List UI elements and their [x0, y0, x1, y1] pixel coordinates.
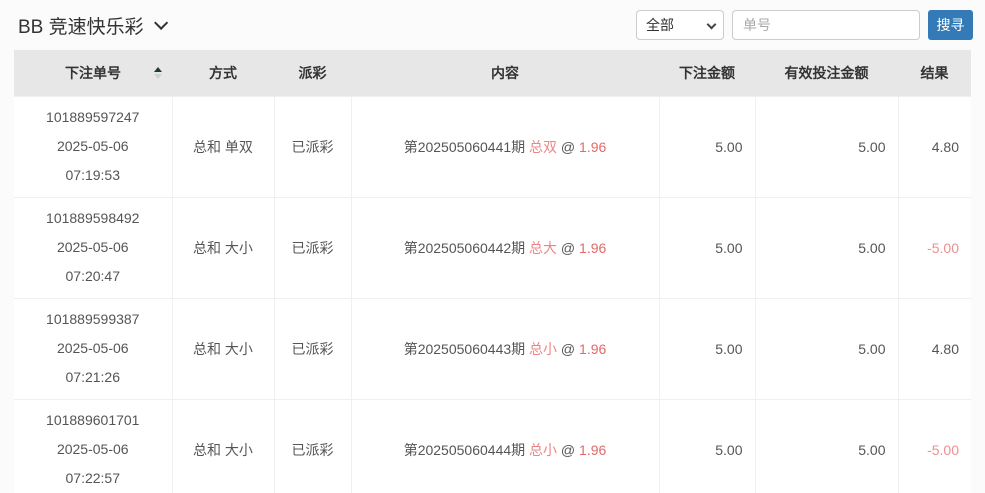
order-id-cell: 101889599387 2025-05-06 07:21:26 — [14, 298, 172, 400]
bet-amount-cell: 5.00 — [658, 197, 755, 299]
odds-value: 1.96 — [579, 138, 607, 155]
table-row: 101889599387 2025-05-06 07:21:26 总和 大小 已… — [14, 298, 971, 400]
valid-amount-cell: 5.00 — [754, 197, 898, 299]
filter-select[interactable]: 全部 — [636, 10, 724, 40]
payout-cell: 已派彩 — [273, 197, 351, 299]
bet-amount-cell: 5.00 — [658, 96, 755, 198]
table-header: 下注单号 方式 派彩 内容 下注金额 有效投注金额 结果 — [14, 50, 971, 96]
order-time: 07:21:26 — [65, 369, 121, 385]
at-symbol: @ — [560, 340, 576, 357]
valid-amount-cell: 5.00 — [754, 96, 898, 198]
result-cell: 4.80 — [897, 96, 971, 198]
content-cell: 第202505060443期 总小 @ 1.96 — [350, 298, 659, 400]
page-title-text: BB 竞速快乐彩 — [18, 16, 144, 38]
order-id: 101889598492 — [46, 210, 140, 226]
period-label: 第202505060441期 — [403, 138, 526, 155]
header-result: 结果 — [898, 50, 971, 96]
payout-cell: 已派彩 — [273, 298, 351, 400]
search-button[interactable]: 搜寻 — [928, 10, 973, 40]
odds-value: 1.96 — [579, 340, 607, 357]
at-symbol: @ — [560, 441, 576, 458]
pick-label: 总双 — [529, 138, 558, 155]
table-body: 101889597247 2025-05-06 07:19:53 总和 单双 已… — [14, 96, 971, 493]
header-method: 方式 — [172, 50, 274, 96]
order-id: 101889597247 — [46, 109, 140, 125]
header-content: 内容 — [351, 50, 659, 96]
method-cell: 总和 大小 — [171, 197, 274, 299]
order-id-cell: 101889601701 2025-05-06 07:22:57 — [14, 399, 172, 493]
content-cell: 第202505060442期 总大 @ 1.96 — [350, 197, 659, 299]
sort-desc-icon — [154, 73, 162, 79]
search-controls: 全部 搜寻 — [636, 10, 973, 40]
period-label: 第202505060443期 — [403, 340, 526, 357]
header-bet-amount: 下注金额 — [659, 50, 755, 96]
game-title[interactable]: BB 竞速快乐彩 — [18, 12, 168, 39]
chevron-down-icon — [153, 15, 168, 30]
sort-icon[interactable] — [154, 66, 162, 79]
table-row: 101889597247 2025-05-06 07:19:53 总和 单双 已… — [14, 96, 971, 198]
content-cell: 第202505060441期 总双 @ 1.96 — [350, 96, 659, 198]
odds-value: 1.96 — [579, 239, 607, 256]
order-date: 2025-05-06 — [56, 138, 129, 154]
result-cell: -5.00 — [897, 399, 971, 493]
bet-records-table: 下注单号 方式 派彩 内容 下注金额 有效投注金额 结果 10188959724… — [14, 50, 971, 493]
method-cell: 总和 大小 — [171, 298, 274, 400]
at-symbol: @ — [560, 239, 576, 256]
table-row: 101889598492 2025-05-06 07:20:47 总和 大小 已… — [14, 197, 971, 299]
order-id: 101889599387 — [46, 311, 140, 327]
valid-amount-cell: 5.00 — [754, 298, 898, 400]
order-time: 07:19:53 — [65, 167, 121, 183]
order-date: 2025-05-06 — [56, 239, 129, 255]
header-payout: 派彩 — [274, 50, 351, 96]
pick-label: 总小 — [529, 340, 558, 357]
period-label: 第202505060444期 — [403, 441, 526, 458]
order-time: 07:22:57 — [65, 470, 121, 486]
pick-label: 总大 — [529, 239, 558, 256]
header-valid-amount: 有效投注金额 — [755, 50, 898, 96]
topbar: BB 竞速快乐彩 全部 搜寻 — [0, 0, 985, 50]
result-cell: -5.00 — [897, 197, 971, 299]
payout-cell: 已派彩 — [273, 96, 351, 198]
content-cell: 第202505060444期 总小 @ 1.96 — [350, 399, 659, 493]
bet-amount-cell: 5.00 — [658, 399, 755, 493]
valid-amount-cell: 5.00 — [754, 399, 898, 493]
odds-value: 1.96 — [579, 441, 607, 458]
filter-select-wrap: 全部 — [636, 10, 724, 40]
order-time: 07:20:47 — [65, 268, 121, 284]
result-cell: 4.80 — [897, 298, 971, 400]
method-cell: 总和 单双 — [171, 96, 274, 198]
header-order-id[interactable]: 下注单号 — [14, 50, 172, 96]
period-label: 第202505060442期 — [403, 239, 526, 256]
method-cell: 总和 大小 — [171, 399, 274, 493]
at-symbol: @ — [560, 138, 576, 155]
order-id: 101889601701 — [46, 412, 140, 428]
payout-cell: 已派彩 — [273, 399, 351, 493]
order-date: 2025-05-06 — [56, 340, 129, 356]
pick-label: 总小 — [529, 441, 558, 458]
order-id-cell: 101889597247 2025-05-06 07:19:53 — [14, 96, 172, 198]
sort-asc-icon — [154, 66, 162, 72]
bet-amount-cell: 5.00 — [658, 298, 755, 400]
order-number-input[interactable] — [732, 10, 920, 40]
order-id-cell: 101889598492 2025-05-06 07:20:47 — [14, 197, 172, 299]
order-date: 2025-05-06 — [56, 441, 129, 457]
table-row: 101889601701 2025-05-06 07:22:57 总和 大小 已… — [14, 399, 971, 493]
